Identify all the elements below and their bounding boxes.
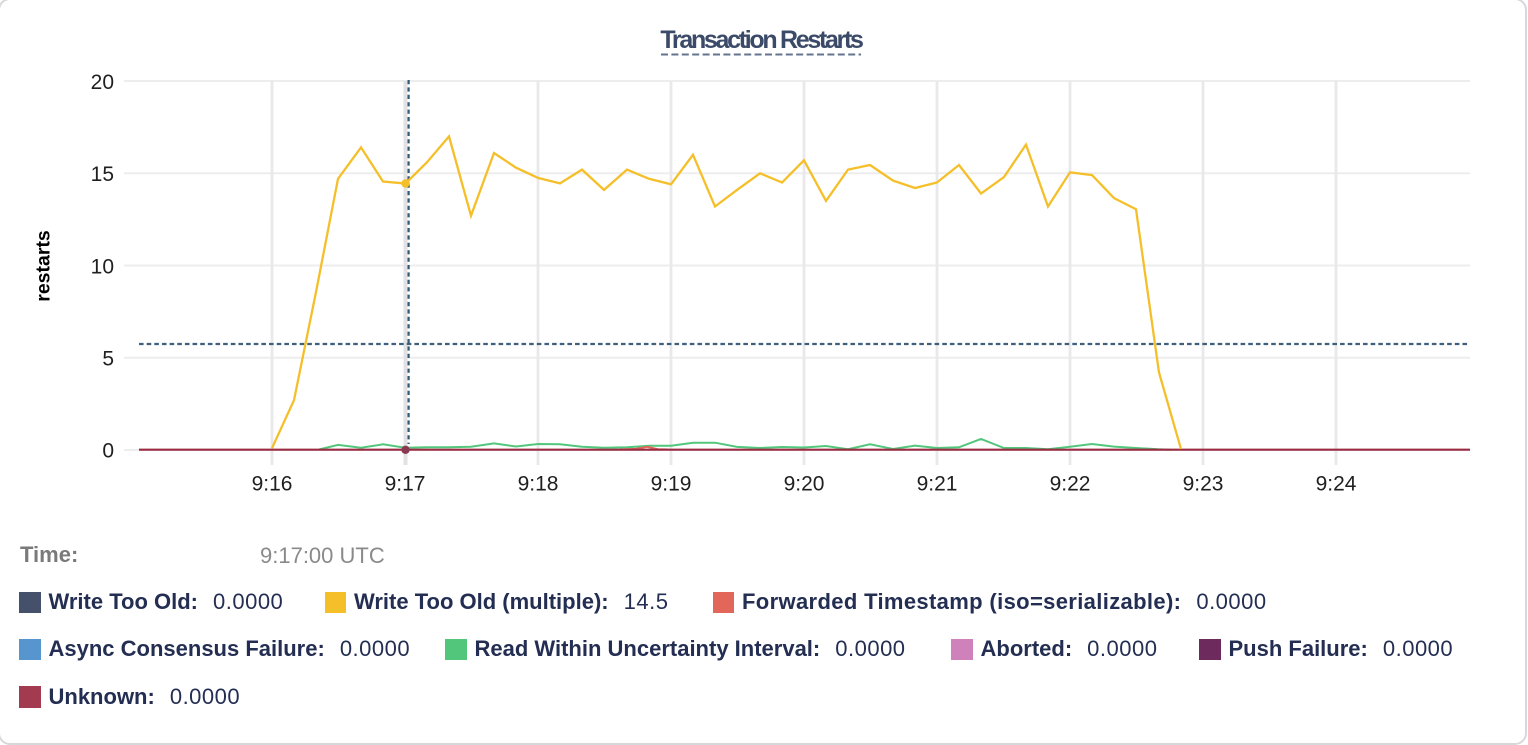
svg-text:9:21: 9:21 bbox=[917, 473, 958, 496]
svg-text:0: 0 bbox=[102, 440, 114, 463]
svg-text:20: 20 bbox=[91, 71, 114, 94]
svg-text:restarts: restarts bbox=[33, 230, 55, 302]
svg-text:5: 5 bbox=[102, 348, 114, 371]
svg-text:15: 15 bbox=[91, 163, 114, 186]
svg-text:9:17: 9:17 bbox=[385, 473, 426, 496]
svg-text:9:19: 9:19 bbox=[651, 473, 692, 496]
svg-text:9:20: 9:20 bbox=[784, 473, 825, 496]
svg-text:9:22: 9:22 bbox=[1050, 473, 1091, 496]
svg-text:9:24: 9:24 bbox=[1316, 473, 1357, 496]
svg-text:10: 10 bbox=[91, 255, 114, 278]
svg-text:9:18: 9:18 bbox=[518, 473, 559, 496]
svg-text:9:23: 9:23 bbox=[1183, 473, 1224, 496]
svg-text:9:16: 9:16 bbox=[252, 473, 293, 496]
